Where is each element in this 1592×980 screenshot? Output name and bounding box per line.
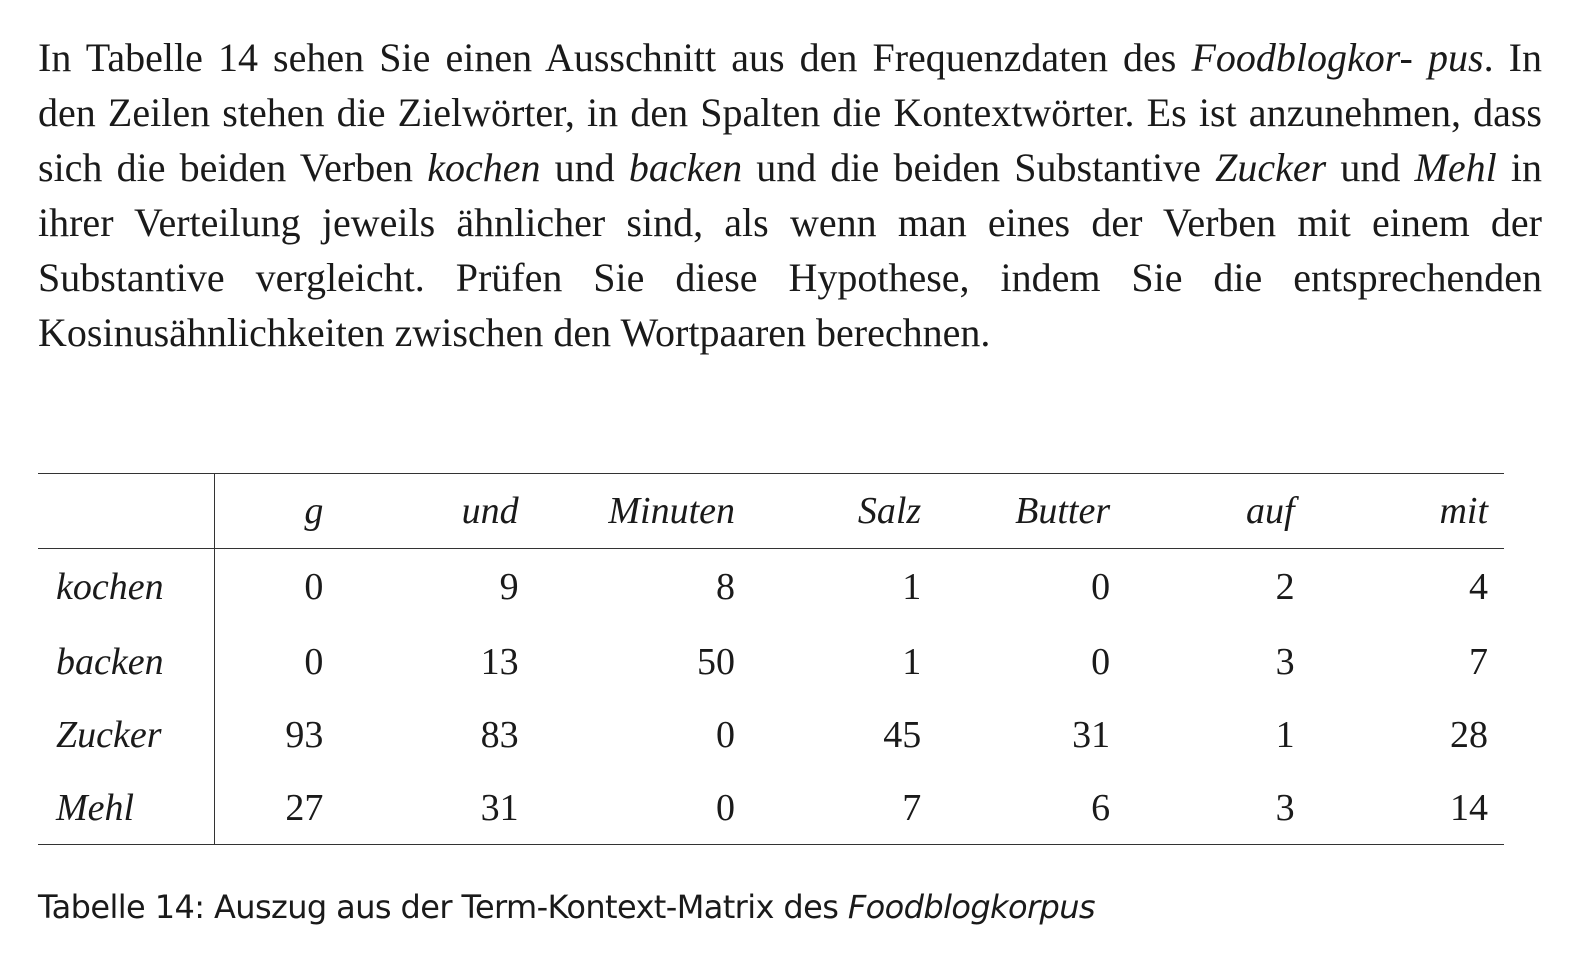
corpus-name-part-1: Foodblogkor-: [1191, 35, 1412, 80]
caption-text: Tabelle 14: Auszug aus der Term-Kontext-…: [38, 888, 848, 926]
table-cell: 7: [1311, 626, 1504, 699]
table-cell: 93: [215, 699, 339, 772]
term-mehl: Mehl: [1415, 145, 1497, 190]
table-cell: 3: [1126, 772, 1310, 845]
paragraph-text-1: In Tabelle 14 sehen Sie einen Ausschnitt…: [38, 35, 1191, 80]
table-cell: 0: [215, 549, 339, 626]
term-kochen: kochen: [427, 145, 540, 190]
column-header: auf: [1126, 474, 1310, 549]
table-row: Zucker 93 83 0 45 31 1 28: [38, 699, 1504, 772]
table-cell: 9: [339, 549, 534, 626]
header-corner-cell: [38, 474, 215, 549]
corpus-name-part-2: pus: [1428, 35, 1484, 80]
table-cell: 3: [1126, 626, 1310, 699]
table-cell: 0: [937, 549, 1126, 626]
term-zucker: Zucker: [1215, 145, 1326, 190]
table-cell: 31: [339, 772, 534, 845]
table-caption: Tabelle 14: Auszug aus der Term-Kontext-…: [38, 888, 1095, 926]
table-cell: 8: [535, 549, 751, 626]
table-cell: 6: [937, 772, 1126, 845]
table-header-row: g und Minuten Salz Butter auf mit: [38, 474, 1504, 549]
table-cell: 13: [339, 626, 534, 699]
table-cell: 50: [535, 626, 751, 699]
column-header: Minuten: [535, 474, 751, 549]
paragraph-text-5: und: [1326, 145, 1414, 190]
document-page: In Tabelle 14 sehen Sie einen Ausschnitt…: [38, 30, 1542, 360]
paragraph-text-4: und die beiden Substantive: [742, 145, 1215, 190]
table-row: backen 0 13 50 1 0 3 7: [38, 626, 1504, 699]
row-label: Zucker: [38, 699, 215, 772]
table-cell: 0: [937, 626, 1126, 699]
column-header: Butter: [937, 474, 1126, 549]
column-header: mit: [1311, 474, 1504, 549]
table-cell: 4: [1311, 549, 1504, 626]
paragraph-text-3: und: [540, 145, 628, 190]
column-header: Salz: [751, 474, 937, 549]
table-row: Mehl 27 31 0 7 6 3 14: [38, 772, 1504, 845]
table-cell: 83: [339, 699, 534, 772]
table-cell: 7: [751, 772, 937, 845]
table-cell: 1: [751, 549, 937, 626]
table-cell: 27: [215, 772, 339, 845]
table-cell: 1: [1126, 699, 1310, 772]
table-cell: 0: [215, 626, 339, 699]
table-cell: 45: [751, 699, 937, 772]
term-context-matrix: g und Minuten Salz Butter auf mit kochen…: [38, 473, 1504, 845]
table-cell: 0: [535, 699, 751, 772]
table-cell: 31: [937, 699, 1126, 772]
row-label: backen: [38, 626, 215, 699]
column-header: und: [339, 474, 534, 549]
table-row: kochen 0 9 8 1 0 2 4: [38, 549, 1504, 626]
table-cell: 28: [1311, 699, 1504, 772]
row-label: Mehl: [38, 772, 215, 845]
column-header: g: [215, 474, 339, 549]
table-cell: 2: [1126, 549, 1310, 626]
row-label: kochen: [38, 549, 215, 626]
table-cell: 14: [1311, 772, 1504, 845]
table-cell: 1: [751, 626, 937, 699]
exercise-paragraph: In Tabelle 14 sehen Sie einen Ausschnitt…: [38, 30, 1542, 360]
table-cell: 0: [535, 772, 751, 845]
term-backen: backen: [629, 145, 742, 190]
caption-corpus-name: Foodblogkorpus: [848, 888, 1095, 926]
